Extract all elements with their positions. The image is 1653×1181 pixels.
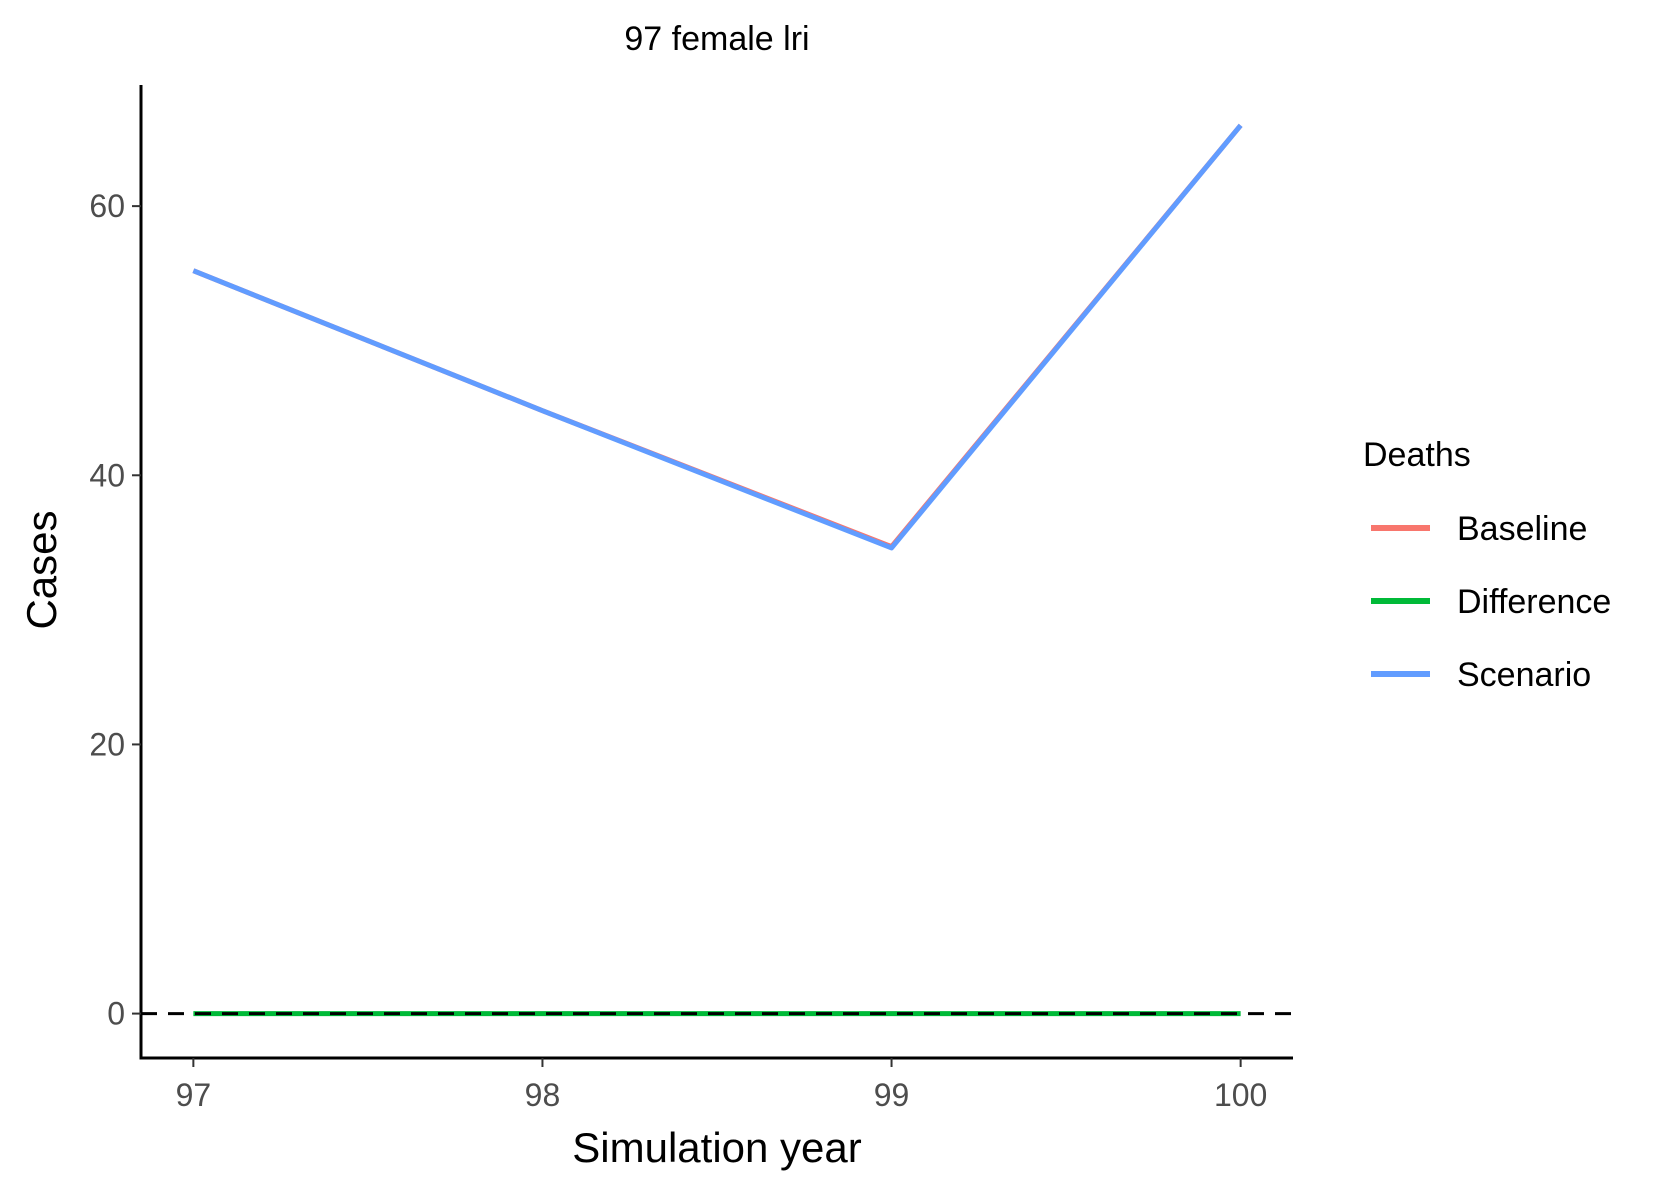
legend-label-difference: Difference: [1457, 583, 1611, 621]
y-axis-title: Cases: [18, 510, 65, 629]
x-tick-label: 99: [874, 1077, 910, 1113]
series-line-scenario: [192, 123, 1243, 551]
legend-items: Baseline Difference Scenario: [1371, 510, 1611, 694]
axes-layer: 0 20 40 60 97 98 99 100: [89, 85, 1293, 1113]
x-tick-label: 100: [1214, 1077, 1267, 1113]
x-tick-label: 97: [176, 1077, 212, 1113]
legend-label-baseline: Baseline: [1457, 510, 1587, 548]
chart-title: 97 female lri: [624, 20, 809, 58]
y-tick-label: 60: [89, 188, 125, 224]
legend: Deaths Baseline Difference Scenario: [1363, 436, 1611, 694]
y-tick-label: 40: [89, 457, 125, 493]
x-axis-title: Simulation year: [572, 1124, 861, 1171]
y-tick-label: 20: [89, 726, 125, 762]
series-layer: [141, 123, 1293, 1017]
legend-title: Deaths: [1363, 436, 1471, 474]
x-tick-label: 98: [525, 1077, 561, 1113]
y-tick-label: 0: [107, 996, 125, 1032]
legend-label-scenario: Scenario: [1457, 656, 1591, 694]
